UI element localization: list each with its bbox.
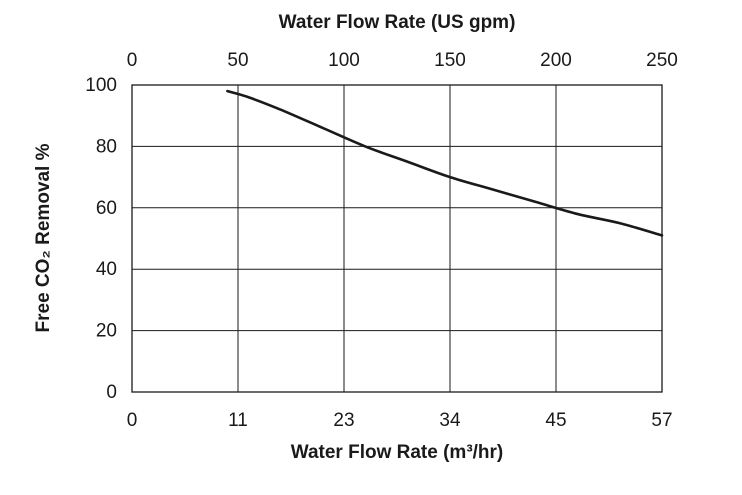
x-top-tick-label: 150 — [434, 50, 466, 71]
x-bottom-tick-labels: 0 11 23 34 45 57 — [127, 410, 673, 431]
y-tick-label: 0 — [106, 382, 117, 403]
plot-frame — [131, 84, 663, 393]
y-tick-label: 100 — [85, 75, 117, 96]
x-top-tick-label: 200 — [540, 50, 572, 71]
x-bottom-tick-label: 11 — [228, 410, 248, 431]
x-top-tick-label: 100 — [328, 50, 360, 71]
y-tick-label: 20 — [96, 321, 117, 342]
x-bottom-tick-label: 23 — [333, 410, 354, 431]
x-bottom-tick-label: 45 — [545, 410, 566, 431]
series-line — [226, 89, 664, 237]
x-top-tick-label: 50 — [227, 50, 248, 71]
x-bottom-tick-label: 34 — [439, 410, 461, 431]
x-bottom-axis-title: Water Flow Rate (m³/hr) — [291, 442, 504, 463]
y-tick-label: 40 — [96, 259, 117, 280]
x-top-tick-labels: 0 50 100 150 200 250 — [127, 50, 678, 71]
x-top-tick-label: 0 — [127, 50, 138, 71]
x-top-axis-title: Water Flow Rate (US gpm) — [279, 12, 516, 33]
grid — [132, 85, 662, 392]
x-bottom-tick-label: 57 — [651, 410, 672, 431]
y-tick-labels: 0 20 40 60 80 100 — [85, 75, 117, 403]
x-bottom-tick-label: 0 — [127, 410, 138, 431]
y-tick-label: 80 — [96, 136, 117, 157]
y-axis-title: Free CO₂ Removal % — [33, 143, 54, 332]
x-top-tick-label: 250 — [646, 50, 678, 71]
y-tick-label: 60 — [96, 198, 117, 219]
series-layer — [226, 89, 664, 237]
